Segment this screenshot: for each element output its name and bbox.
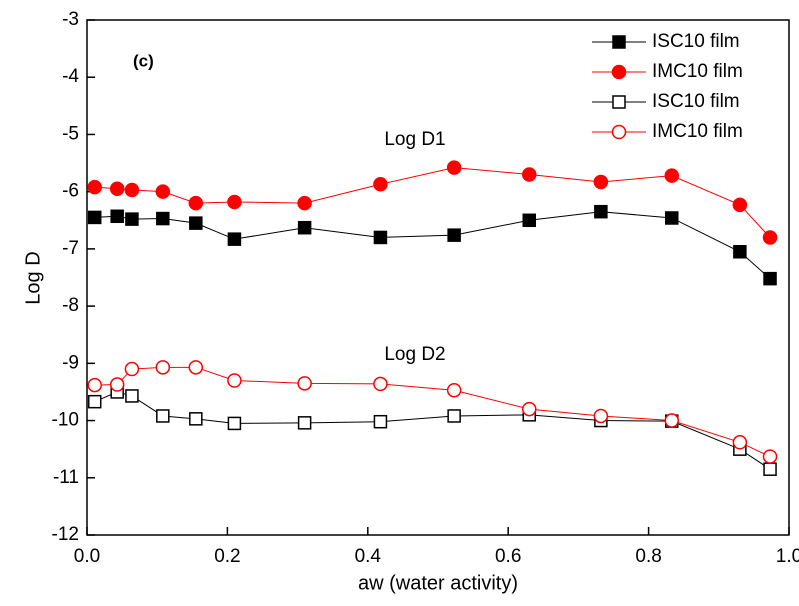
data-point (87, 179, 102, 195)
data-point (227, 416, 242, 431)
data-point (297, 220, 312, 235)
x-tick-label: 0.8 (635, 546, 661, 567)
annotation: Log D1 (384, 129, 445, 150)
data-point (373, 376, 388, 392)
y-tick-label: -12 (52, 524, 79, 545)
x-tick-label: 0.4 (355, 546, 382, 567)
data-point (665, 211, 679, 225)
legend-marker (612, 95, 626, 109)
data-point (188, 195, 204, 211)
legend-label: ISC10 film (652, 91, 740, 112)
data-point (227, 194, 242, 210)
data-point (522, 213, 537, 228)
data-point (227, 373, 242, 388)
data-point (156, 211, 170, 226)
x-tick-label: 0.2 (214, 546, 240, 567)
data-point (124, 182, 140, 198)
data-point (227, 232, 242, 246)
legend-label: IMC10 film (652, 121, 743, 142)
data-point (763, 271, 777, 286)
legend-marker (611, 64, 627, 80)
data-point (593, 408, 609, 424)
data-point (297, 376, 312, 391)
data-point (297, 195, 312, 211)
data-point (732, 435, 748, 450)
data-point (155, 360, 171, 375)
data-point (522, 401, 537, 417)
data-point (124, 361, 140, 377)
data-point (109, 181, 125, 197)
data-point (763, 462, 777, 476)
x-axis-label: aw (water activity) (358, 572, 518, 594)
data-point (297, 416, 312, 430)
y-tick-label: -7 (62, 238, 79, 259)
annotation: Log D2 (384, 344, 445, 365)
series-line (94, 366, 771, 458)
y-tick-label: -6 (62, 181, 79, 202)
y-axis-label: Log D (22, 251, 44, 304)
data-point (732, 197, 748, 213)
data-point (762, 230, 778, 245)
legend-label: ISC10 film (652, 31, 740, 52)
panel-label: (c) (133, 51, 154, 70)
x-tick-label: 0.0 (74, 546, 100, 567)
y-tick-label: -11 (53, 467, 79, 488)
data-point (664, 168, 680, 183)
data-point (125, 389, 139, 403)
data-point (373, 230, 388, 245)
data-point (87, 377, 102, 393)
data-point (593, 174, 609, 190)
data-point (110, 209, 124, 224)
data-point (446, 382, 462, 398)
x-tick-label: 1.0 (776, 546, 799, 567)
data-point (125, 212, 139, 226)
data-point (189, 412, 203, 426)
data-point (87, 394, 102, 409)
data-point (188, 360, 204, 375)
y-tick-label: -10 (52, 410, 79, 431)
data-point (594, 204, 608, 219)
y-tick-label: -9 (62, 352, 79, 373)
series-line (94, 391, 771, 470)
data-point (762, 449, 778, 464)
y-tick-label: -5 (62, 123, 79, 144)
legend-marker (612, 35, 626, 49)
data-point (522, 167, 537, 182)
x-tick-label: 0.6 (495, 546, 521, 567)
data-point (733, 245, 747, 259)
y-tick-label: -8 (62, 295, 79, 316)
data-point (447, 228, 461, 242)
data-point (156, 409, 170, 423)
data-point (447, 409, 461, 423)
data-point (87, 210, 102, 225)
data-point (373, 176, 388, 192)
legend-label: IMC10 film (652, 61, 743, 82)
data-point (155, 184, 171, 199)
data-point (664, 413, 680, 428)
data-point (189, 216, 203, 230)
data-point (446, 160, 462, 175)
plot-frame (86, 19, 790, 536)
y-tick-label: -3 (62, 9, 79, 30)
legend-marker (611, 124, 627, 140)
data-point (373, 414, 388, 429)
data-point (109, 377, 125, 392)
y-tick-label: -4 (62, 66, 79, 87)
